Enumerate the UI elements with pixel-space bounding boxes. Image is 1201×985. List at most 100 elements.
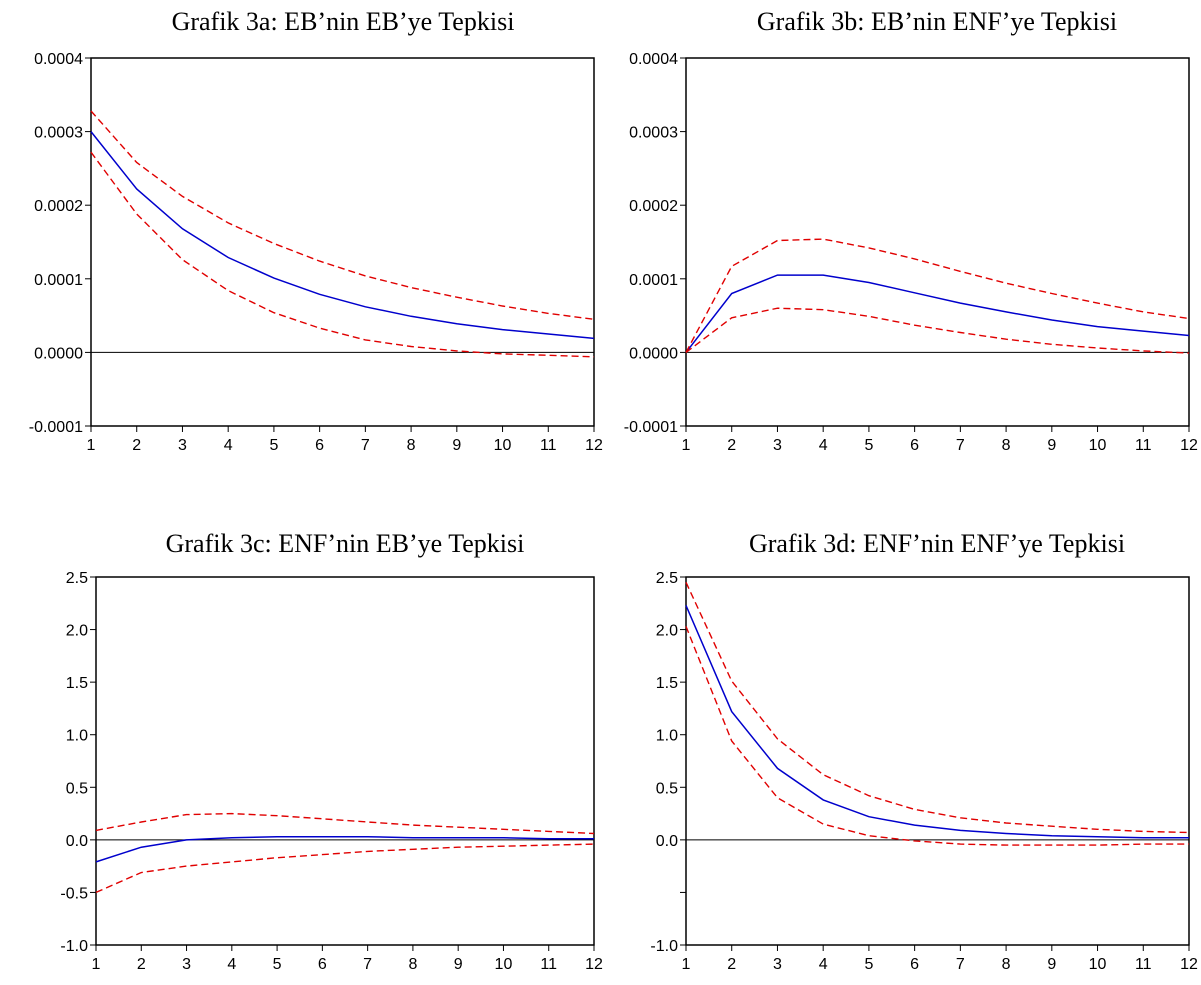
series-line-response (90, 131, 595, 340)
x-tick-label: 3 (773, 956, 782, 973)
chart-3a: Grafik 3a: EB’nin EB’ye Tepkisi -0.0001 0.… (29, 7, 603, 454)
x-tick-label: 9 (454, 956, 463, 973)
x-tick-label: 6 (315, 437, 324, 454)
x-tick-label: 2 (137, 956, 146, 973)
x-tick-label: 8 (408, 956, 417, 973)
y-tick-label: 2.0 (656, 623, 678, 640)
x-tick-label: 7 (956, 437, 965, 454)
series-line-response (95, 835, 594, 863)
x-tick-label: 1 (682, 956, 691, 973)
y-tick-label: 0.5 (66, 780, 88, 797)
series-line-upper (685, 582, 1190, 834)
y-tick-label: 0.0 (66, 833, 88, 850)
x-tick-label: 11 (1135, 956, 1152, 973)
x-tick-label: 3 (773, 437, 782, 454)
x-tick-label: 2 (132, 437, 141, 454)
x-tick-label: 11 (540, 437, 557, 454)
x-tick-label: 9 (1047, 956, 1056, 973)
series-line-lower (90, 151, 595, 358)
series-line-upper (90, 110, 595, 320)
series-line-response (685, 274, 1190, 353)
chart-title: Grafik 3a: EB’nin EB’ye Tepkisi (172, 7, 515, 36)
x-tick-label: 4 (227, 956, 236, 973)
y-tick-label: -0.0001 (624, 419, 678, 436)
x-tick-label: 8 (1002, 437, 1011, 454)
chart-3d: Grafik 3d: ENF’nin ENF’ye Tepkisi -1.0 0.0… (650, 529, 1198, 973)
y-tick-label: 0.0000 (34, 345, 83, 362)
y-tick-label: -1.0 (60, 938, 88, 955)
y-tick-label: 0.0001 (34, 272, 83, 289)
x-tick-label: 5 (273, 956, 282, 973)
chart-title: Grafik 3d: ENF’nin ENF’ye Tepkisi (749, 529, 1125, 558)
y-tick-label: 1.0 (66, 728, 88, 745)
plot-frame (685, 57, 1190, 427)
chart-3b: Grafik 3b: EB’nin ENF’ye Tepkisi -0.0001 0… (624, 7, 1198, 454)
x-tick-label: 6 (910, 437, 919, 454)
y-tick-label: -0.5 (60, 885, 88, 902)
x-tick-label: 10 (1089, 437, 1107, 454)
y-tick-label: 1.5 (656, 675, 678, 692)
chart-title: Grafik 3b: EB’nin ENF’ye Tepkisi (757, 7, 1117, 36)
plot-frame (90, 57, 595, 427)
x-tick-label: 1 (87, 437, 96, 454)
y-tick-label: 0.0002 (629, 198, 678, 215)
x-tick-label: 1 (682, 437, 691, 454)
x-tick-label: 4 (224, 437, 233, 454)
series-line-response (685, 605, 1189, 839)
series-line-lower (685, 626, 1189, 846)
x-tick-label: 11 (540, 956, 557, 973)
x-tick-label: 10 (1089, 956, 1107, 973)
x-tick-label: 10 (494, 437, 512, 454)
x-tick-label: 8 (407, 437, 416, 454)
x-tick-label: 7 (361, 437, 370, 454)
x-tick-label: 9 (1047, 437, 1056, 454)
x-tick-label: 7 (363, 956, 372, 973)
x-tick-label: 11 (1135, 437, 1152, 454)
y-tick-label: -1.0 (650, 938, 678, 955)
y-tick-label: 0.0003 (34, 125, 83, 142)
y-tick-label: 2.5 (656, 570, 678, 587)
x-tick-label: 4 (819, 437, 828, 454)
x-tick-label: 6 (318, 956, 327, 973)
x-tick-label: 5 (864, 437, 873, 454)
plot-frame (95, 576, 595, 946)
x-tick-label: 1 (92, 956, 101, 973)
y-tick-label: -0.0001 (29, 419, 83, 436)
x-tick-label: 12 (1180, 956, 1198, 973)
y-tick-label: 2.5 (66, 570, 88, 587)
series-line-upper (685, 238, 1190, 353)
x-tick-label: 12 (1180, 437, 1198, 454)
series-line-upper (95, 812, 595, 835)
plot-frame (685, 576, 1190, 946)
y-tick-label: 0.5 (656, 780, 678, 797)
y-tick-label: 0.0002 (34, 198, 83, 215)
x-tick-label: 2 (727, 437, 736, 454)
x-tick-label: 5 (864, 956, 873, 973)
y-tick-label: 0.0 (656, 833, 678, 850)
x-tick-label: 10 (495, 956, 513, 973)
x-tick-label: 12 (585, 956, 603, 973)
chart-3c: Grafik 3c: ENF’nin EB’ye Tepkisi -1.0 -0.5… (60, 529, 603, 973)
y-tick-label: 0.0004 (629, 51, 678, 68)
x-tick-label: 2 (727, 956, 736, 973)
y-tick-label: 0.0001 (629, 272, 678, 289)
chart-title: Grafik 3c: ENF’nin EB’ye Tepkisi (166, 529, 525, 558)
y-tick-label: 2.0 (66, 623, 88, 640)
x-tick-label: 8 (1002, 956, 1011, 973)
y-tick-label: 0.0003 (629, 125, 678, 142)
series-line-lower (685, 307, 1190, 354)
x-tick-label: 4 (819, 956, 828, 973)
x-tick-label: 12 (585, 437, 603, 454)
x-tick-label: 7 (956, 956, 965, 973)
y-tick-label: 0.0000 (629, 345, 678, 362)
x-tick-label: 6 (910, 956, 919, 973)
x-tick-label: 3 (178, 437, 187, 454)
y-tick-label: 0.0004 (34, 51, 83, 68)
y-tick-label: 1.5 (66, 675, 88, 692)
x-tick-label: 5 (269, 437, 278, 454)
x-tick-label: 3 (182, 956, 191, 973)
series-line-lower (95, 843, 595, 894)
y-tick-label: 1.0 (656, 728, 678, 745)
x-tick-label: 9 (452, 437, 461, 454)
